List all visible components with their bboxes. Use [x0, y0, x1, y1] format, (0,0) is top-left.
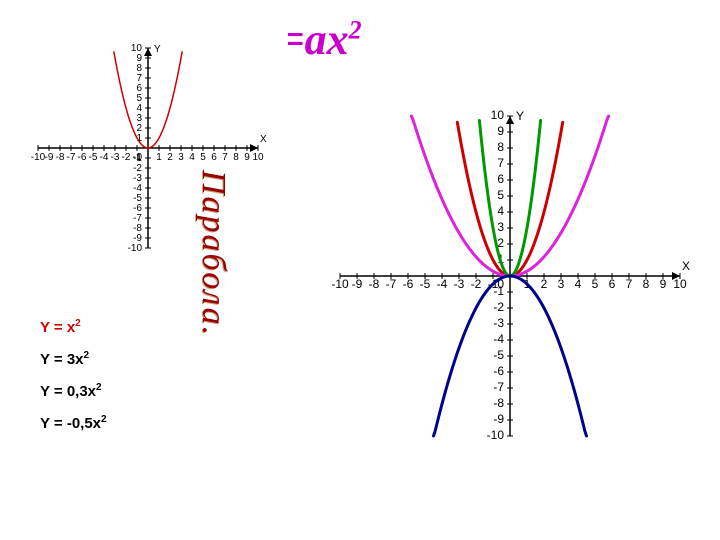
- legend-item: Y = 0,3x2: [40, 374, 107, 406]
- svg-text:-10: -10: [31, 152, 46, 163]
- svg-text:-8: -8: [369, 277, 380, 291]
- legend-item-exp: 2: [101, 414, 107, 425]
- svg-text:3: 3: [136, 113, 142, 124]
- svg-text:4: 4: [575, 277, 582, 291]
- svg-text:-2: -2: [133, 163, 142, 174]
- svg-text:7: 7: [222, 152, 228, 163]
- svg-text:-4: -4: [493, 332, 504, 346]
- svg-text:-8: -8: [133, 223, 142, 234]
- legend: Y = x2Y = 3x2Y = 0,3x2Y = -0,5x2: [40, 310, 107, 438]
- legend-item-exp: 2: [75, 318, 81, 329]
- svg-text:-5: -5: [133, 193, 142, 204]
- svg-text:X: X: [260, 134, 267, 145]
- svg-text:-3: -3: [493, 316, 504, 330]
- svg-text:-9: -9: [133, 233, 142, 244]
- svg-text:10: 10: [491, 108, 505, 122]
- svg-text:-8: -8: [493, 396, 504, 410]
- svg-text:5: 5: [136, 93, 142, 104]
- svg-text:9: 9: [497, 124, 504, 138]
- svg-text:7: 7: [136, 73, 142, 84]
- svg-text:9: 9: [136, 53, 142, 64]
- svg-text:-3: -3: [133, 173, 142, 184]
- svg-text:3: 3: [178, 152, 184, 163]
- svg-text:7: 7: [497, 156, 504, 170]
- svg-text:-9: -9: [45, 152, 54, 163]
- svg-text:-2: -2: [493, 300, 504, 314]
- svg-text:-7: -7: [493, 380, 504, 394]
- svg-text:1: 1: [156, 152, 162, 163]
- svg-text:-5: -5: [493, 348, 504, 362]
- legend-item-text: Y = -0,5x: [40, 415, 101, 432]
- svg-text:-10: -10: [128, 243, 143, 254]
- legend-item-exp: 2: [84, 350, 90, 361]
- svg-text:9: 9: [244, 152, 250, 163]
- svg-text:Y: Y: [154, 44, 161, 55]
- svg-text:6: 6: [136, 83, 142, 94]
- svg-text:6: 6: [609, 277, 616, 291]
- svg-text:Y: Y: [516, 109, 524, 123]
- legend-item-text: Y = 0,3x: [40, 383, 96, 400]
- vertical-word: Парабола.: [232, 170, 399, 208]
- svg-text:8: 8: [233, 152, 239, 163]
- svg-text:-9: -9: [493, 412, 504, 426]
- svg-text:-5: -5: [89, 152, 98, 163]
- svg-text:6: 6: [211, 152, 217, 163]
- svg-text:10: 10: [131, 43, 143, 54]
- legend-item-exp: 2: [96, 382, 102, 393]
- svg-text:-8: -8: [56, 152, 65, 163]
- title-exp: 2: [349, 15, 362, 44]
- svg-text:-7: -7: [67, 152, 76, 163]
- svg-text:5: 5: [200, 152, 206, 163]
- svg-text:6: 6: [497, 172, 504, 186]
- svg-text:-6: -6: [78, 152, 87, 163]
- svg-text:-7: -7: [386, 277, 397, 291]
- svg-text:8: 8: [136, 63, 142, 74]
- svg-text:4: 4: [136, 103, 142, 114]
- svg-text:10: 10: [673, 277, 687, 291]
- svg-text:5: 5: [497, 188, 504, 202]
- svg-text:-10: -10: [331, 277, 349, 291]
- svg-text:-7: -7: [133, 213, 142, 224]
- chart-big: -10-9-8-7-6-5-4-3-2-112345678910-10-9-8-…: [310, 86, 710, 466]
- svg-text:2: 2: [167, 152, 173, 163]
- svg-text:-5: -5: [420, 277, 431, 291]
- svg-text:0: 0: [136, 152, 142, 163]
- svg-text:4: 4: [189, 152, 195, 163]
- svg-text:-6: -6: [493, 364, 504, 378]
- svg-text:5: 5: [592, 277, 599, 291]
- svg-text:10: 10: [252, 152, 264, 163]
- svg-text:8: 8: [643, 277, 650, 291]
- svg-text:-3: -3: [111, 152, 120, 163]
- svg-text:-2: -2: [122, 152, 131, 163]
- svg-text:-9: -9: [352, 277, 363, 291]
- svg-text:-4: -4: [133, 183, 142, 194]
- svg-text:9: 9: [660, 277, 667, 291]
- svg-text:-4: -4: [100, 152, 109, 163]
- legend-item: Y = 3x2: [40, 342, 107, 374]
- chart-small: -10-9-8-7-6-5-4-3-2-112345678910-10-9-8-…: [8, 18, 288, 278]
- svg-text:8: 8: [497, 140, 504, 154]
- svg-text:4: 4: [497, 204, 504, 218]
- svg-text:-2: -2: [471, 277, 482, 291]
- svg-text:3: 3: [558, 277, 565, 291]
- svg-text:-4: -4: [437, 277, 448, 291]
- svg-text:2: 2: [136, 123, 142, 134]
- svg-text:X: X: [682, 259, 690, 273]
- svg-text:-10: -10: [487, 428, 505, 442]
- vertical-word-text: Парабола.: [194, 170, 232, 337]
- svg-text:-3: -3: [454, 277, 465, 291]
- svg-text:7: 7: [626, 277, 633, 291]
- svg-text:3: 3: [497, 220, 504, 234]
- legend-item-text: Y = 3x: [40, 351, 84, 368]
- svg-text:-6: -6: [403, 277, 414, 291]
- legend-item-text: Y = x: [40, 319, 75, 336]
- legend-item: Y = -0,5x2: [40, 406, 107, 438]
- svg-text:-6: -6: [133, 203, 142, 214]
- svg-text:2: 2: [541, 277, 548, 291]
- legend-item: Y = x2: [40, 310, 107, 342]
